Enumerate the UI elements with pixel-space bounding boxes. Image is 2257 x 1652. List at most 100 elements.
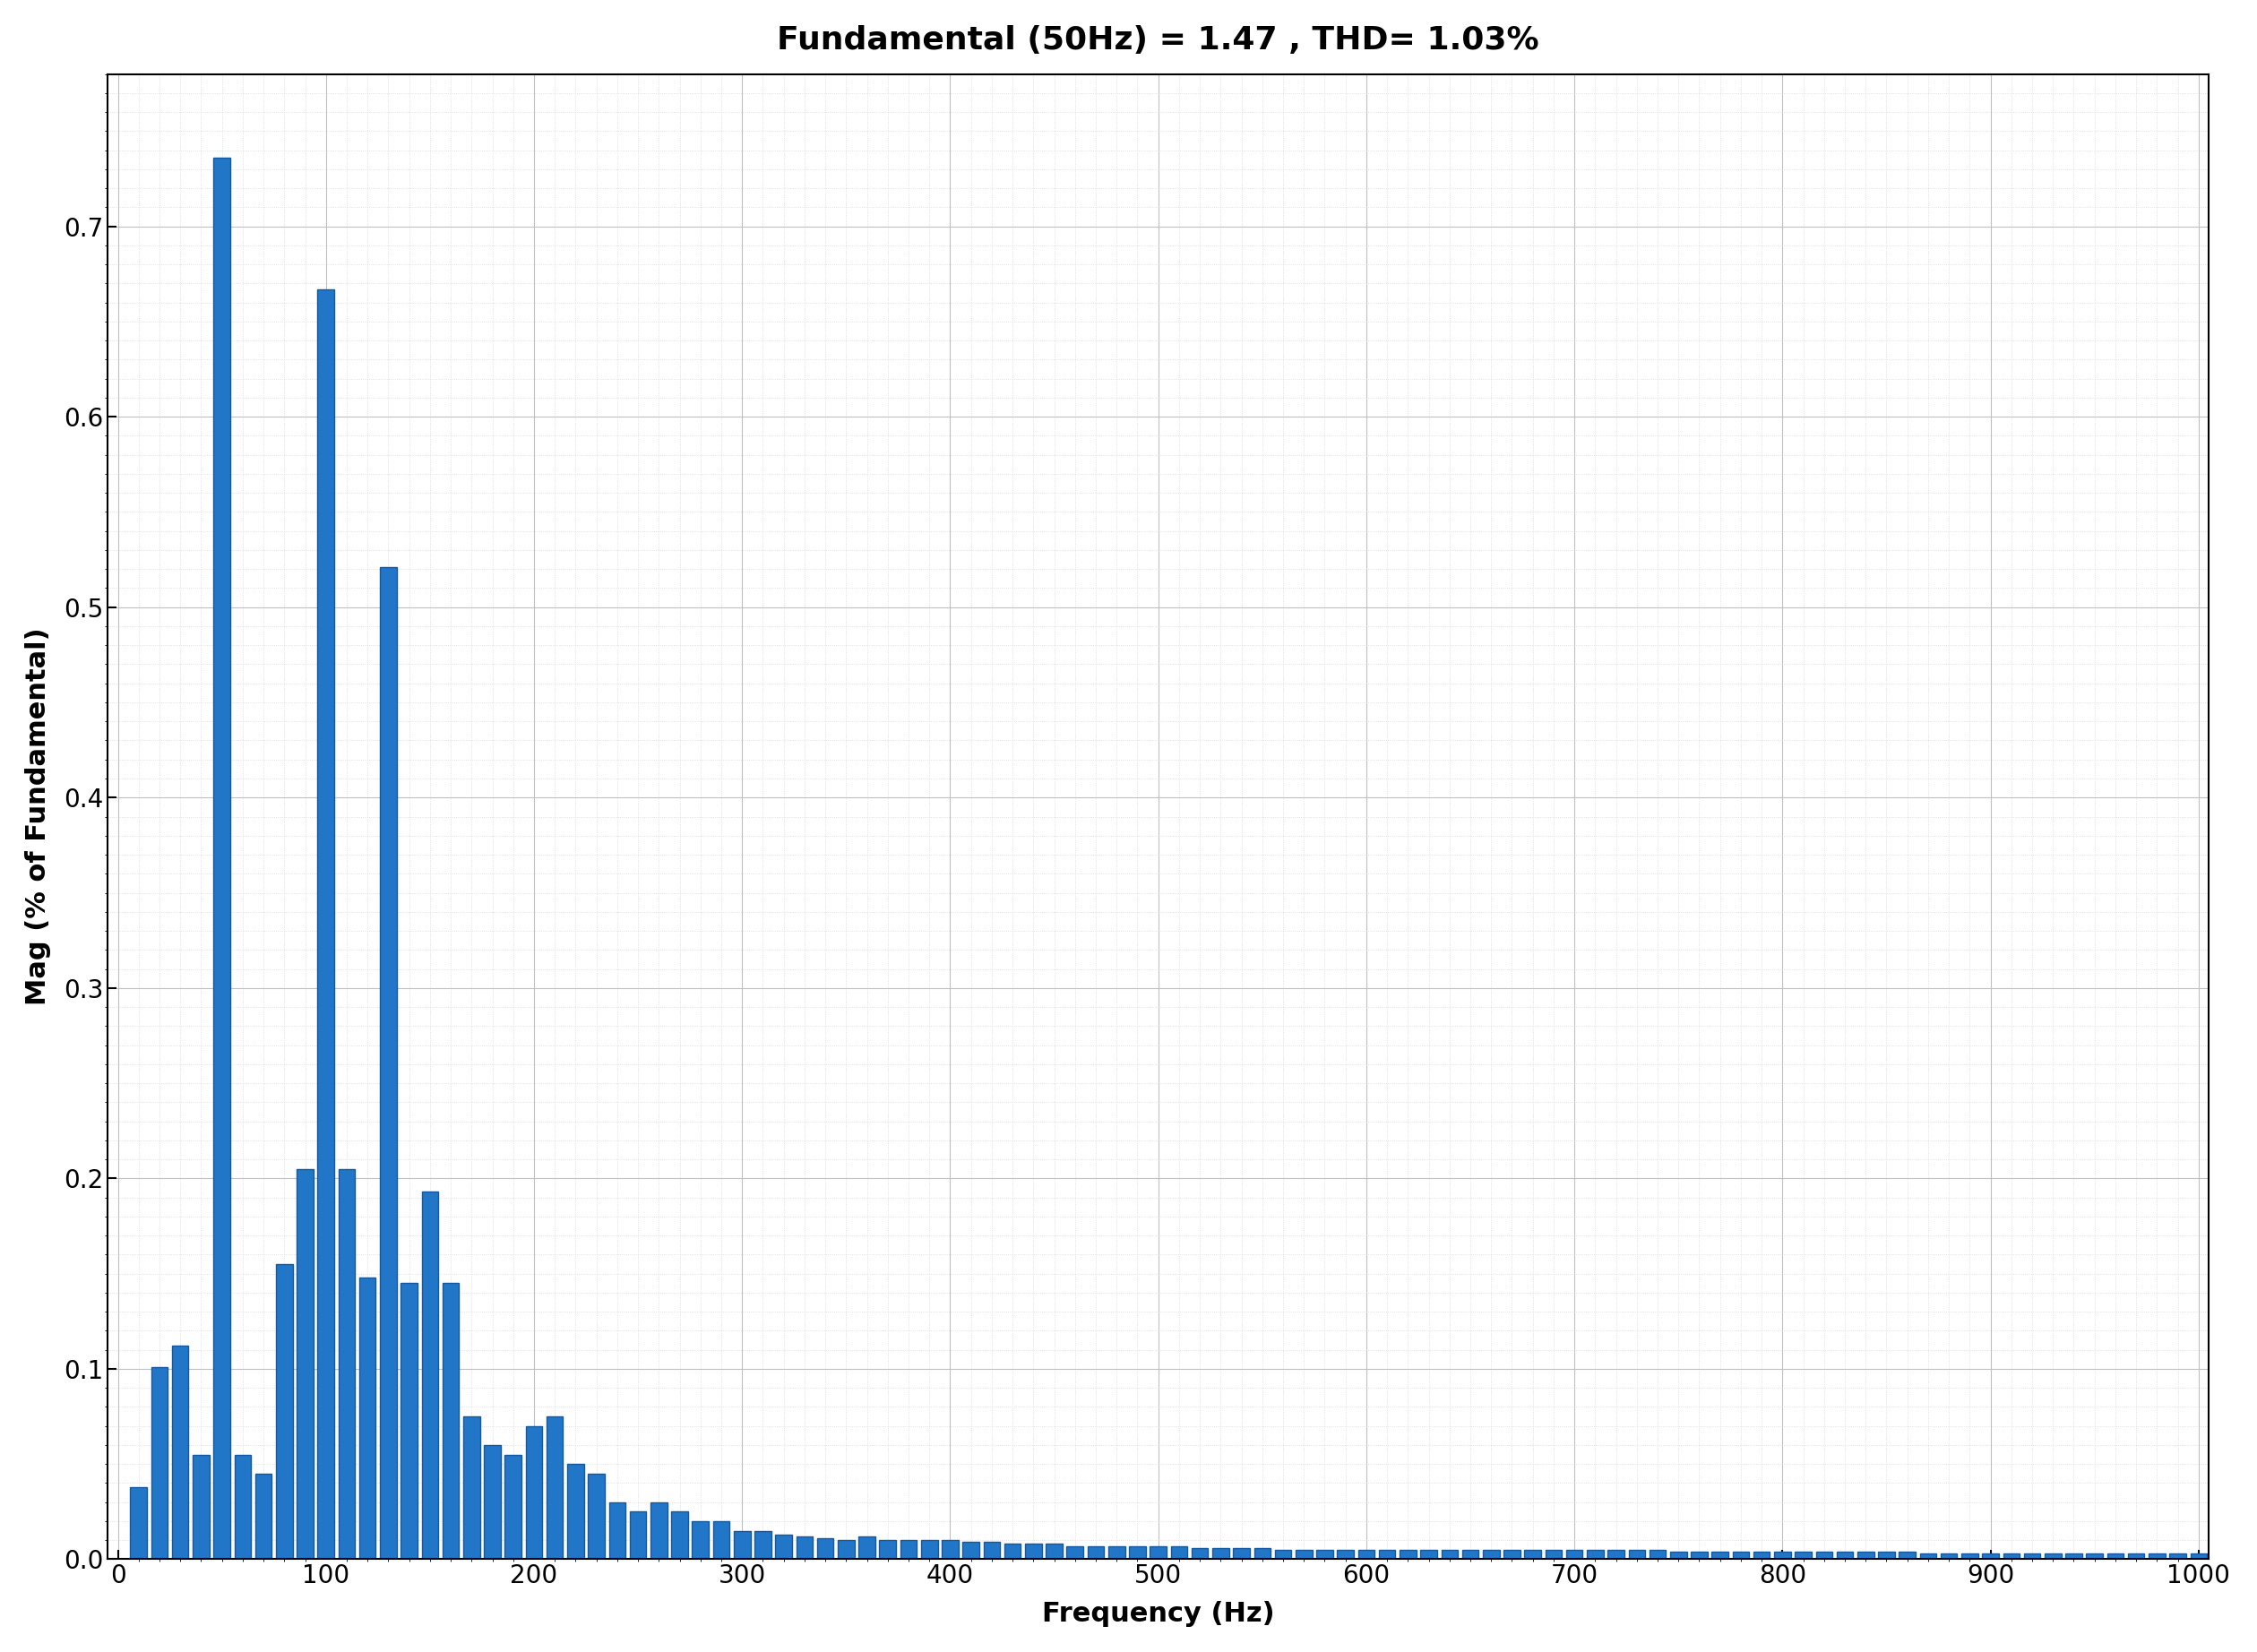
Bar (1004, 1545, 1020, 1559)
Bar (1630, 1550, 1645, 1559)
Bar (670, 1512, 688, 1559)
Bar (1815, 1551, 1833, 1559)
Bar (275, 1264, 293, 1559)
Bar (1546, 1550, 1562, 1559)
Bar (776, 1535, 792, 1559)
Bar (880, 1540, 896, 1559)
Bar (589, 1474, 605, 1559)
Bar (754, 1531, 772, 1559)
Bar (235, 1454, 251, 1559)
Bar (463, 1416, 481, 1559)
Bar (1108, 1546, 1124, 1559)
Title: Fundamental (50Hz) = 1.47 , THD= 1.03%: Fundamental (50Hz) = 1.47 , THD= 1.03% (776, 25, 1539, 56)
Bar (1878, 1551, 1896, 1559)
Bar (1774, 1551, 1790, 1559)
Bar (1650, 1550, 1666, 1559)
Bar (1503, 1550, 1521, 1559)
Bar (1961, 1553, 1977, 1559)
Bar (1483, 1550, 1499, 1559)
Bar (318, 289, 334, 1559)
Bar (442, 1284, 458, 1559)
Bar (964, 1541, 980, 1559)
Bar (402, 1284, 418, 1559)
Bar (817, 1538, 833, 1559)
Bar (2189, 1553, 2207, 1559)
Bar (1921, 1553, 1937, 1559)
Bar (2045, 1553, 2061, 1559)
Bar (1192, 1548, 1207, 1559)
Bar (1149, 1546, 1167, 1559)
Bar (2128, 1553, 2144, 1559)
Bar (422, 1191, 438, 1559)
Bar (1523, 1550, 1542, 1559)
Bar (713, 1521, 729, 1559)
Y-axis label: Mag (% of Fundamental): Mag (% of Fundamental) (25, 628, 52, 1006)
Bar (1128, 1546, 1147, 1559)
Bar (546, 1416, 564, 1559)
Bar (858, 1536, 876, 1559)
Bar (339, 1170, 354, 1559)
Bar (1045, 1545, 1063, 1559)
Bar (1794, 1551, 1812, 1559)
Bar (1171, 1546, 1187, 1559)
Bar (1941, 1553, 1957, 1559)
Bar (172, 1346, 190, 1559)
Bar (214, 157, 230, 1559)
Bar (921, 1540, 937, 1559)
Bar (1399, 1550, 1415, 1559)
Bar (1336, 1550, 1354, 1559)
Bar (2108, 1553, 2124, 1559)
Bar (941, 1540, 959, 1559)
Bar (1025, 1545, 1043, 1559)
Bar (797, 1536, 813, 1559)
Bar (837, 1540, 855, 1559)
Bar (1858, 1551, 1873, 1559)
Bar (984, 1541, 1000, 1559)
Bar (359, 1277, 377, 1559)
Bar (567, 1464, 585, 1559)
Bar (1068, 1546, 1083, 1559)
Bar (1607, 1550, 1625, 1559)
Bar (734, 1531, 749, 1559)
Bar (1982, 1553, 2000, 1559)
Bar (506, 1454, 521, 1559)
Bar (1733, 1551, 1749, 1559)
Bar (901, 1540, 916, 1559)
Bar (1212, 1548, 1230, 1559)
Bar (1379, 1550, 1395, 1559)
Bar (1566, 1550, 1582, 1559)
Bar (1420, 1550, 1438, 1559)
Bar (1275, 1550, 1291, 1559)
Bar (1359, 1550, 1375, 1559)
Bar (2149, 1553, 2164, 1559)
Bar (1898, 1551, 1916, 1559)
Bar (1711, 1551, 1729, 1559)
Bar (693, 1521, 709, 1559)
Bar (379, 567, 397, 1559)
Bar (483, 1446, 501, 1559)
X-axis label: Frequency (Hz): Frequency (Hz) (1043, 1601, 1275, 1627)
Bar (1670, 1551, 1686, 1559)
Bar (1463, 1550, 1478, 1559)
Bar (609, 1502, 625, 1559)
Bar (526, 1426, 542, 1559)
Bar (650, 1502, 668, 1559)
Bar (1587, 1550, 1602, 1559)
Bar (630, 1512, 646, 1559)
Bar (1754, 1551, 1769, 1559)
Bar (1296, 1550, 1311, 1559)
Bar (2002, 1553, 2020, 1559)
Bar (1088, 1546, 1104, 1559)
Bar (255, 1474, 271, 1559)
Bar (1690, 1551, 1709, 1559)
Bar (2025, 1553, 2040, 1559)
Bar (296, 1170, 314, 1559)
Bar (131, 1487, 147, 1559)
Bar (2085, 1553, 2104, 1559)
Bar (2169, 1553, 2187, 1559)
Bar (1837, 1551, 1853, 1559)
Bar (1442, 1550, 1458, 1559)
Bar (151, 1366, 167, 1559)
Bar (1232, 1548, 1250, 1559)
Bar (192, 1454, 210, 1559)
